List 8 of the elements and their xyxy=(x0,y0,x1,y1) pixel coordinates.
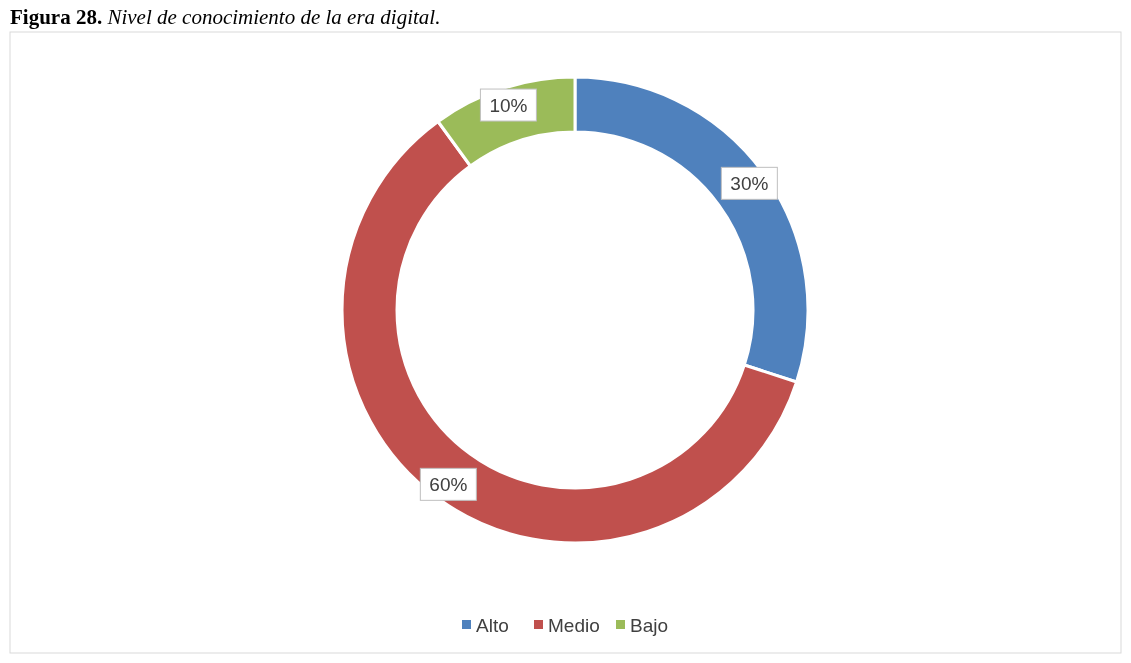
legend-label: Bajo xyxy=(630,615,669,636)
chart-subtitle: Nivel de conocimiento de la era digital. xyxy=(102,5,441,29)
data-label: 10% xyxy=(489,95,528,117)
data-label: 30% xyxy=(730,173,769,195)
data-label: 60% xyxy=(429,474,468,496)
text: Figura 28. xyxy=(10,5,103,29)
legend-label: Medio xyxy=(548,615,600,636)
legend-label: Alto xyxy=(476,615,509,636)
